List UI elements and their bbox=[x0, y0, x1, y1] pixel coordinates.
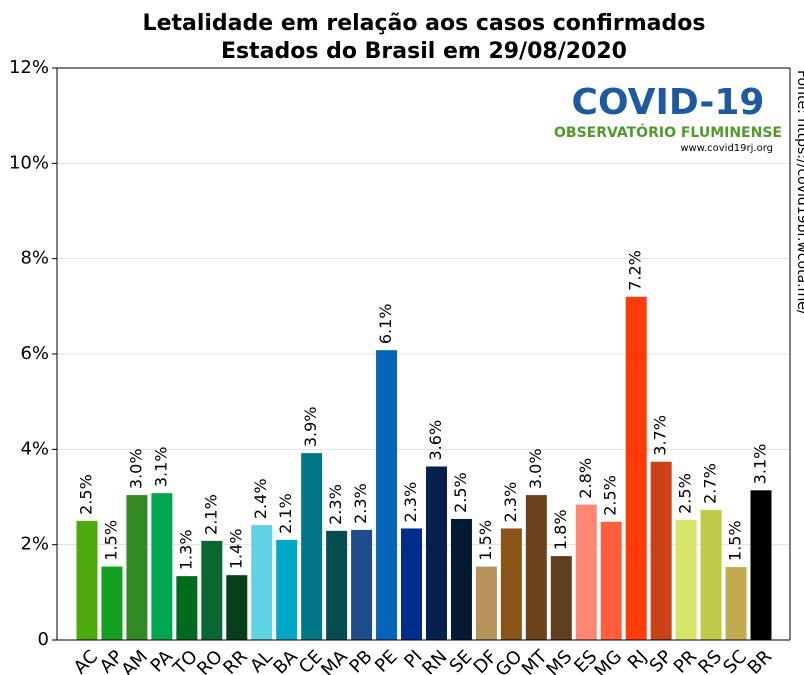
plot-area: 02%4%6%8%10%12%2.5%AC1.5%AP3.0%AM3.1%PA1… bbox=[9, 57, 790, 675]
bar bbox=[450, 518, 472, 640]
y-tick-label: 0 bbox=[38, 629, 49, 650]
chart-title: Letalidade em relação aos casos confirma… bbox=[143, 11, 706, 36]
bar bbox=[575, 504, 597, 640]
value-label: 1.8% bbox=[551, 509, 570, 550]
y-tick-label: 10% bbox=[9, 152, 49, 173]
logo-title: COVID-19 bbox=[572, 82, 765, 123]
bar bbox=[276, 539, 298, 640]
value-label: 3.1% bbox=[151, 447, 170, 488]
bar bbox=[351, 529, 373, 640]
value-label: 1.4% bbox=[226, 529, 245, 570]
value-label: 1.5% bbox=[726, 520, 745, 561]
value-label: 1.5% bbox=[476, 520, 495, 561]
bar bbox=[201, 540, 223, 640]
value-label: 3.1% bbox=[751, 444, 770, 485]
logo-background bbox=[556, 80, 786, 162]
bar bbox=[500, 528, 522, 640]
bar bbox=[226, 575, 248, 640]
logo-url: www.covid19rj.org bbox=[680, 143, 773, 154]
bar bbox=[725, 567, 747, 640]
y-tick-label: 4% bbox=[20, 438, 49, 459]
x-tick-label: BR bbox=[744, 646, 776, 675]
bar bbox=[750, 490, 772, 640]
bar bbox=[76, 520, 98, 640]
value-label: 2.3% bbox=[501, 482, 520, 523]
value-label: 1.5% bbox=[101, 520, 120, 561]
bar bbox=[376, 350, 398, 640]
x-tick-label: PE bbox=[371, 646, 402, 675]
bar bbox=[675, 519, 697, 640]
value-label: 6.1% bbox=[376, 304, 395, 345]
bar bbox=[251, 525, 273, 640]
value-label: 2.5% bbox=[601, 475, 620, 516]
value-label: 2.8% bbox=[576, 458, 595, 499]
bar bbox=[401, 528, 423, 640]
value-label: 3.0% bbox=[526, 448, 545, 489]
value-label: 2.3% bbox=[326, 484, 345, 525]
x-tick-label: MG bbox=[591, 646, 627, 675]
value-label: 3.6% bbox=[426, 420, 445, 461]
value-label: 7.2% bbox=[626, 250, 645, 291]
value-label: 3.7% bbox=[651, 415, 670, 456]
bar bbox=[425, 466, 447, 640]
bar bbox=[650, 461, 672, 640]
value-label: 2.1% bbox=[276, 493, 295, 534]
logo-subtitle: OBSERVATÓRIO FLUMINENSE bbox=[554, 123, 782, 141]
value-label: 2.4% bbox=[251, 478, 270, 519]
bar bbox=[550, 556, 572, 640]
value-label: 2.5% bbox=[451, 472, 470, 513]
value-label: 2.5% bbox=[676, 473, 695, 514]
bar bbox=[700, 509, 722, 640]
value-label: 2.1% bbox=[201, 494, 220, 535]
chart-title: Estados do Brasil em 29/08/2020 bbox=[221, 39, 627, 64]
y-tick-label: 8% bbox=[20, 248, 49, 269]
y-tick-label: 6% bbox=[20, 343, 49, 364]
value-label: 3.0% bbox=[126, 448, 145, 489]
bar bbox=[625, 296, 647, 640]
value-label: 1.3% bbox=[176, 529, 195, 570]
bar bbox=[151, 493, 173, 640]
y-tick-label: 2% bbox=[20, 534, 49, 555]
value-label: 3.9% bbox=[301, 406, 320, 447]
value-label: 2.3% bbox=[401, 482, 420, 523]
y-tick-label: 12% bbox=[9, 57, 49, 78]
bar bbox=[326, 530, 348, 640]
bar bbox=[475, 566, 497, 640]
bar bbox=[126, 495, 148, 640]
bar bbox=[301, 453, 323, 640]
bar bbox=[176, 576, 198, 640]
bar bbox=[101, 566, 123, 640]
bar bbox=[600, 521, 622, 640]
value-label: 2.3% bbox=[351, 483, 370, 524]
value-label: 2.7% bbox=[701, 463, 720, 504]
value-label: 2.5% bbox=[77, 474, 96, 515]
bar bbox=[525, 495, 547, 640]
source-note: Fonte: https://covid19br.wcota.me/ bbox=[794, 70, 804, 315]
